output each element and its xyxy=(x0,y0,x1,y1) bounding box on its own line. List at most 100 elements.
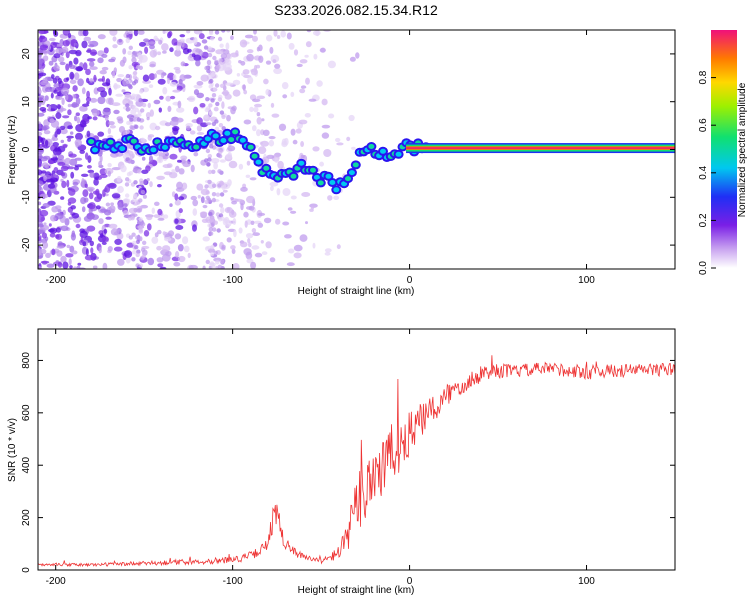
spectrogram-cell xyxy=(38,265,42,269)
spectrogram-cell xyxy=(61,97,65,106)
spectrogram-cell xyxy=(144,46,149,54)
spectrogram-cell xyxy=(175,68,181,74)
spectrogram-cell xyxy=(310,205,315,210)
spectrogram-cell xyxy=(121,89,126,93)
spectrogram-cell xyxy=(60,139,65,144)
spectrogram-cell xyxy=(274,157,280,163)
spectrogram-cell xyxy=(262,129,270,136)
spectrogram-cell xyxy=(192,208,198,216)
spectrogram-cell xyxy=(263,217,272,224)
spectrogram-cell xyxy=(101,241,107,245)
spectrogram-ridge-core xyxy=(263,165,270,171)
spectrogram-cell xyxy=(276,188,281,196)
spectrogram-cell xyxy=(119,59,125,67)
spectrogram-cell xyxy=(138,217,143,222)
spectrogram-cell xyxy=(226,114,231,122)
spectrogram-cell xyxy=(305,221,308,225)
spectrogram-cell xyxy=(239,39,248,48)
spectrogram-cell xyxy=(102,108,111,116)
spectrogram-cell xyxy=(230,245,236,250)
spectrogram-cell xyxy=(38,112,45,117)
spectrogram-cell xyxy=(163,171,173,176)
spectrogram-y-tick-label: -10 xyxy=(21,190,32,205)
snr-y-tick-label: 0 xyxy=(21,567,32,573)
spectrogram-cell xyxy=(217,97,223,102)
spectrogram-cell xyxy=(281,82,289,90)
spectrogram-cell xyxy=(191,53,196,58)
spectrogram-y-ticks: -20 -10 0 10 20 xyxy=(21,48,675,252)
spectrogram-cell xyxy=(290,128,296,136)
spectrogram-cell xyxy=(116,77,122,83)
spectrogram-cell xyxy=(97,96,106,105)
spectrogram-cell xyxy=(209,78,214,84)
spectrogram-cell xyxy=(67,125,73,130)
spectrogram-cell xyxy=(156,156,164,164)
spectrogram-cell xyxy=(122,198,131,204)
spectrogram-cell xyxy=(99,233,104,238)
spectrogram-cell xyxy=(44,163,50,170)
spectrogram-cell xyxy=(168,30,173,37)
spectrogram-cell xyxy=(167,77,170,85)
spectrogram-cell xyxy=(207,169,213,175)
spectrogram-cell xyxy=(189,130,196,135)
spectrogram-cell xyxy=(131,54,136,59)
spectrogram-cell xyxy=(39,209,49,217)
spectrogram-cell xyxy=(126,120,131,126)
spectrogram-cell xyxy=(77,78,84,87)
spectrogram-cell xyxy=(117,185,124,194)
spectrogram-cell xyxy=(219,259,225,264)
spectrogram-y-tick-label: 20 xyxy=(21,48,32,60)
spectrogram-cell xyxy=(39,44,49,51)
spectrogram-cell xyxy=(193,30,203,35)
spectrogram-cell xyxy=(81,173,89,177)
spectrogram-cell xyxy=(160,72,165,79)
spectrogram-cell xyxy=(86,58,96,62)
spectrogram-cell xyxy=(62,30,71,36)
spectrogram-cell xyxy=(162,155,169,160)
spectrogram-cell xyxy=(192,224,197,232)
spectrogram-cell xyxy=(127,50,132,56)
spectrogram-cell xyxy=(253,106,259,113)
spectrogram-cell xyxy=(72,94,77,99)
spectrogram-cell xyxy=(268,139,275,147)
spectrogram-cell xyxy=(208,212,213,217)
spectrogram-cell xyxy=(113,84,121,89)
spectrogram-cell xyxy=(222,62,232,71)
spectrogram-cell xyxy=(256,95,266,100)
spectrogram-cell xyxy=(269,257,276,263)
spectrogram-cell xyxy=(137,225,143,230)
spectrogram-cell xyxy=(132,105,137,110)
spectrogram-cell xyxy=(89,66,98,70)
spectrogram-cell xyxy=(57,77,62,85)
spectrogram-cell xyxy=(214,30,220,35)
spectrogram-cell xyxy=(90,214,99,221)
spectrogram-ridge-core xyxy=(107,139,114,145)
spectrogram-cell xyxy=(57,261,63,268)
spectrogram-cell xyxy=(68,258,72,266)
spectrogram-cell xyxy=(71,250,78,255)
snr-y-tick-label: 800 xyxy=(21,352,32,369)
spectrogram-cell xyxy=(124,92,132,98)
spectrogram-cell xyxy=(212,227,217,232)
spectrogram-cell xyxy=(333,195,340,200)
spectrogram-cell xyxy=(263,78,269,85)
spectrogram-cell xyxy=(108,58,116,63)
spectrogram-cell xyxy=(174,199,181,206)
spectrogram-cell xyxy=(131,257,136,262)
spectrogram-cell xyxy=(38,58,44,65)
spectrogram-cell xyxy=(242,69,250,75)
spectrogram-x-tick-label: 0 xyxy=(407,275,413,286)
spectrogram-cell xyxy=(50,41,58,49)
spectrogram-cell xyxy=(110,202,114,206)
spectrogram-cell xyxy=(47,183,56,189)
spectrogram-cell xyxy=(261,156,270,164)
spectrogram-cell xyxy=(218,217,223,222)
spectrogram-cell xyxy=(74,166,79,171)
spectrogram-cell xyxy=(293,49,299,56)
spectrogram-cell xyxy=(312,146,320,152)
spectrogram-cell xyxy=(138,198,143,203)
spectrogram-cell xyxy=(215,101,220,107)
spectrogram-cell xyxy=(110,208,115,214)
spectrogram-cell xyxy=(215,192,221,197)
spectrogram-cell xyxy=(129,117,134,122)
